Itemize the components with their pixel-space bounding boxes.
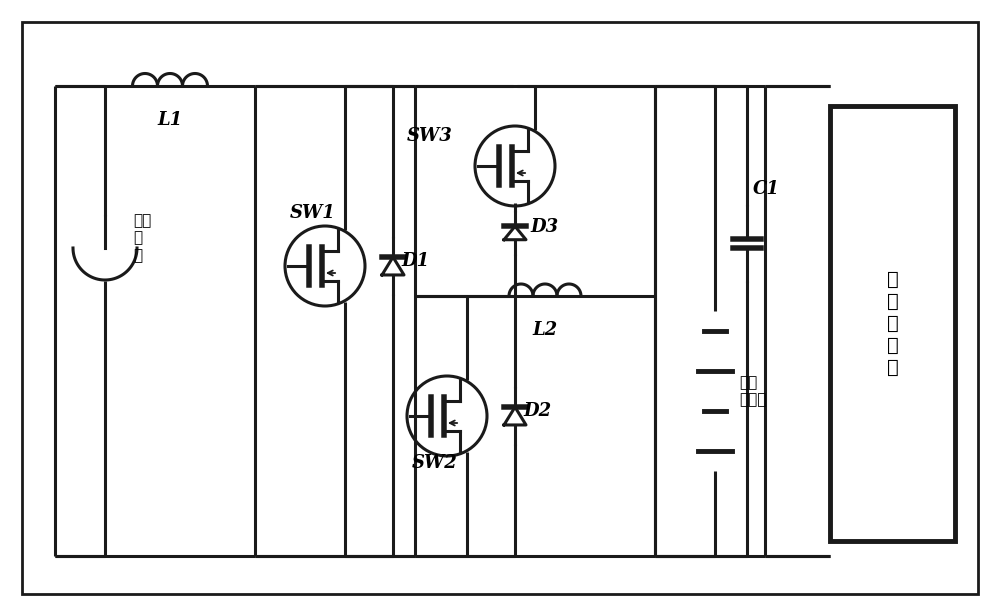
Text: D2: D2 [523,402,551,420]
Text: SW2: SW2 [412,454,458,472]
Text: 锂电
电池组: 锂电 电池组 [739,375,766,407]
Bar [830,106,955,541]
Text: SW3: SW3 [407,127,453,145]
Text: L2: L2 [532,321,558,339]
Text: 电
机
逆
变
器: 电 机 逆 变 器 [887,270,898,377]
Text: L1: L1 [157,111,183,129]
Text: 超级
电
容: 超级 电 容 [133,213,151,263]
Text: D1: D1 [401,252,429,270]
Text: SW1: SW1 [290,204,336,222]
Text: D3: D3 [530,218,558,236]
Text: C1: C1 [753,180,780,198]
